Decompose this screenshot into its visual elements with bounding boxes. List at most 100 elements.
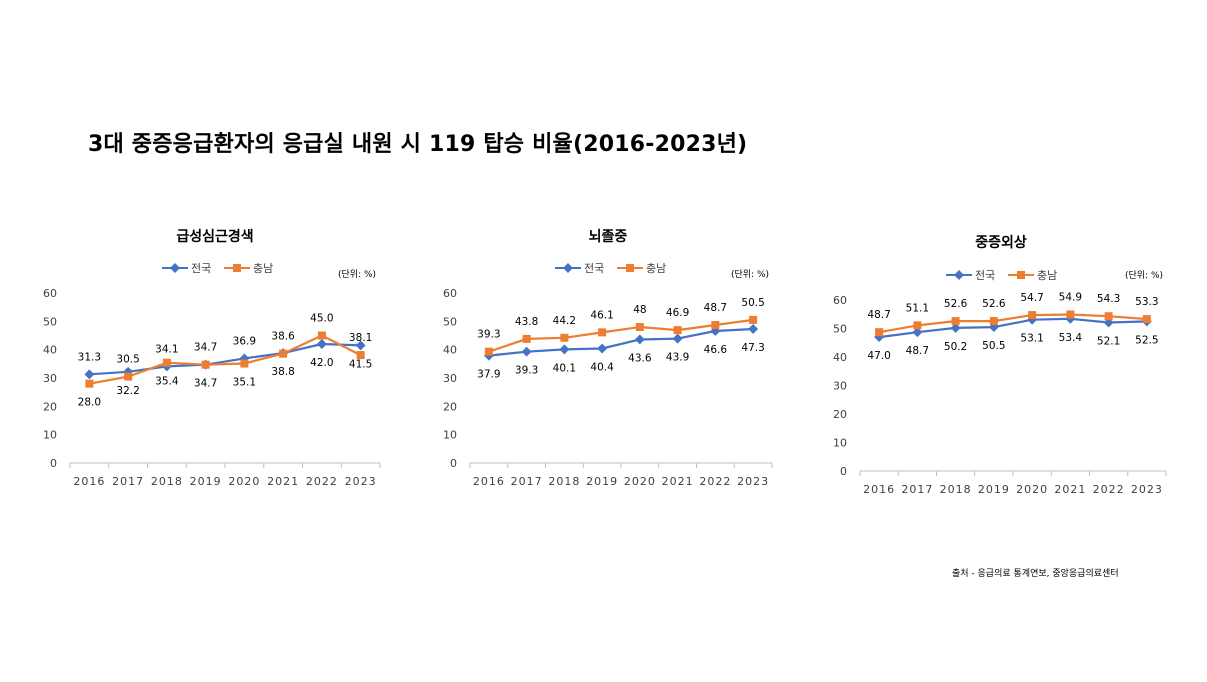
y-tick-label: 20	[443, 400, 457, 413]
data-label: 48.7	[906, 345, 929, 357]
legend-marker	[626, 264, 634, 272]
legend-label: 전국	[584, 262, 604, 275]
data-label: 38.8	[271, 366, 294, 378]
unit-label: (단위: %)	[731, 269, 769, 280]
data-label: 52.5	[1135, 334, 1158, 346]
series-1-point	[748, 324, 759, 334]
data-label: 48.7	[704, 302, 727, 314]
legend-label: 충남	[253, 262, 273, 275]
series-2-point	[1028, 311, 1037, 320]
y-tick-label: 40	[43, 344, 57, 357]
data-label: 35.4	[155, 376, 179, 388]
data-label: 38.6	[271, 331, 295, 343]
legend-item-1: 전국	[162, 262, 211, 275]
data-label: 41.5	[349, 358, 372, 370]
series-line-2	[488, 318, 754, 353]
series-2-point	[240, 359, 249, 368]
data-label: 40.4	[590, 362, 614, 374]
y-tick-label: 60	[43, 287, 57, 300]
series-1-point	[559, 344, 570, 355]
data-label: 39.3	[515, 365, 538, 377]
y-tick-label: 0	[50, 457, 57, 470]
data-label: 43.9	[666, 352, 689, 364]
x-tick-label: 2021	[1054, 483, 1086, 496]
data-label: 43.8	[515, 316, 538, 328]
source-note: 출처 - 응급의료 통계연보, 중앙응급의료센터	[952, 569, 1119, 579]
series-1-point	[355, 340, 366, 351]
x-tick-label: 2020	[624, 475, 656, 488]
data-label: 39.3	[477, 329, 500, 341]
unit-label: (단위: %)	[1125, 270, 1163, 281]
data-label: 28.0	[78, 397, 101, 409]
data-label: 52.6	[944, 298, 968, 310]
legend-item-1: 전국	[946, 269, 995, 282]
series-2-point	[1142, 315, 1151, 324]
x-tick-label: 2016	[73, 475, 105, 488]
data-label: 54.9	[1059, 292, 1082, 304]
x-tick-label: 2023	[345, 475, 377, 488]
data-label: 46.9	[666, 307, 689, 319]
series-1-point	[597, 343, 608, 354]
y-tick-label: 10	[43, 429, 57, 442]
y-tick-label: 0	[450, 457, 457, 470]
data-label: 40.1	[553, 362, 576, 374]
x-tick-label: 2023	[737, 475, 769, 488]
series-2-point	[875, 328, 884, 337]
data-label: 47.3	[741, 342, 764, 354]
data-label: 51.1	[906, 302, 929, 314]
x-tick-label: 2021	[267, 475, 299, 488]
data-label: 42.0	[310, 357, 333, 369]
series-2-point	[951, 317, 960, 326]
series-line-1	[488, 327, 754, 357]
data-label: 53.3	[1135, 296, 1158, 308]
data-label: 50.5	[982, 340, 1005, 352]
x-tick-label: 2022	[306, 475, 338, 488]
data-label: 46.1	[590, 309, 613, 321]
series-2-point	[484, 347, 493, 356]
data-label: 52.1	[1097, 336, 1120, 348]
legend-label: 충남	[1037, 269, 1057, 282]
data-label: 32.2	[116, 385, 139, 397]
data-label: 48.7	[867, 309, 890, 321]
legend-item-2: 충남	[224, 262, 273, 275]
data-label: 53.4	[1059, 332, 1083, 344]
chart-title: 급성심근경색	[176, 228, 253, 245]
series-2-point	[635, 323, 644, 331]
legend-item-2: 충남	[617, 262, 666, 275]
y-tick-label: 30	[833, 380, 847, 393]
series-1-point	[521, 346, 532, 357]
data-label: 53.1	[1020, 333, 1043, 345]
series-line-1	[89, 342, 361, 376]
x-tick-label: 2017	[511, 475, 543, 488]
legend-marker	[170, 263, 180, 273]
series-line-2	[89, 334, 362, 385]
x-tick-label: 2016	[863, 483, 895, 496]
series-2-point	[711, 321, 720, 330]
series-2-point	[1104, 312, 1113, 321]
series-line-2	[878, 313, 1147, 334]
legend-label: 전국	[975, 269, 995, 282]
data-label: 46.6	[704, 344, 728, 356]
y-tick-label: 50	[833, 323, 847, 336]
series-2-point	[356, 351, 365, 360]
y-tick-label: 10	[833, 437, 847, 450]
series-1-point	[316, 339, 327, 349]
series-2-point	[1066, 310, 1075, 319]
series-2-point	[162, 358, 171, 367]
series-1-point	[950, 322, 961, 333]
series-2-point	[317, 331, 326, 340]
legend-item-2: 충남	[1008, 269, 1057, 282]
legend-item-1: 전국	[555, 262, 604, 275]
series-1-point	[912, 327, 923, 338]
y-tick-label: 10	[443, 429, 457, 442]
data-label: 47.0	[867, 350, 890, 362]
x-tick-label: 2020	[228, 475, 260, 488]
x-tick-label: 2022	[699, 475, 731, 488]
data-label: 30.5	[116, 354, 139, 366]
legend-marker	[563, 263, 573, 273]
data-label: 34.1	[155, 343, 178, 355]
data-label: 31.3	[78, 351, 101, 363]
legend-marker	[233, 264, 241, 272]
